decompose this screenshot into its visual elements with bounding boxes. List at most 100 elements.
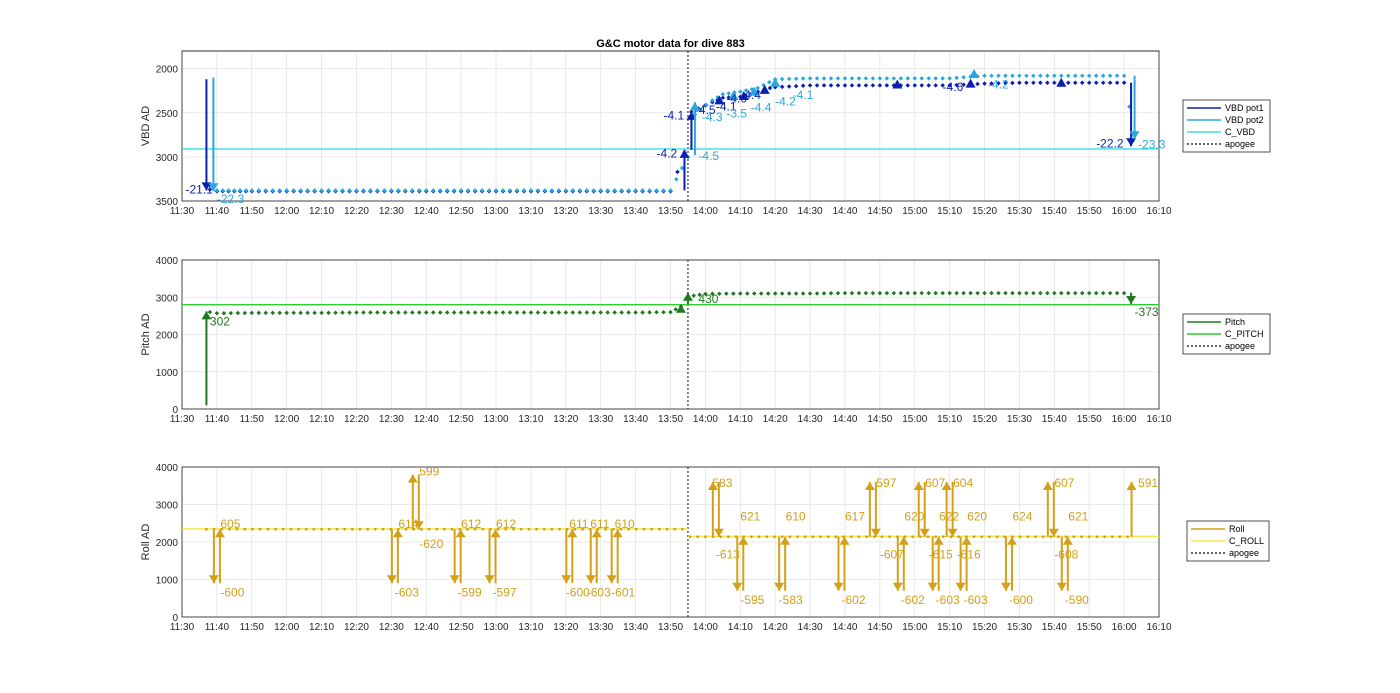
- roll-point: [941, 535, 945, 539]
- vbd-point: [1024, 73, 1029, 78]
- roll-point: [1026, 535, 1030, 539]
- vbd-annotation: -4.2: [775, 94, 796, 108]
- pitch-point: [772, 291, 778, 296]
- roll-point: [581, 527, 584, 531]
- roll-point: [1034, 535, 1037, 539]
- y-tick-label: 3000: [156, 293, 179, 304]
- pitch-point: [326, 310, 331, 316]
- vbd-point: [1114, 80, 1120, 86]
- roll-annotation: 614: [398, 517, 418, 531]
- roll-arrow-head: [561, 575, 572, 584]
- vbd-marker: [738, 91, 749, 100]
- pitch-point: [1079, 290, 1085, 296]
- roll-point: [1080, 535, 1083, 539]
- x-tick-label: 14:10: [728, 622, 753, 633]
- pitch-point: [968, 290, 973, 296]
- pitch-point: [221, 310, 227, 316]
- legend-label: apogee: [1225, 341, 1255, 351]
- vbd-point: [1086, 73, 1092, 78]
- roll-annotation: -597: [493, 586, 517, 600]
- vbd-point: [340, 188, 345, 193]
- x-tick-label: 15:30: [1007, 414, 1032, 425]
- roll-arrow-head: [407, 474, 418, 483]
- y-axis-label: Pitch AD: [140, 313, 152, 355]
- pitch-point: [507, 310, 513, 315]
- roll-annotation: 611: [590, 517, 609, 531]
- vbd-point: [493, 188, 499, 193]
- roll-arrow-head: [1006, 536, 1017, 545]
- roll-point: [496, 527, 500, 531]
- roll-point: [473, 527, 477, 531]
- roll-point: [304, 527, 308, 531]
- vbd-annotation: -23.3: [1138, 138, 1166, 152]
- roll-point: [980, 535, 984, 539]
- x-tick-label: 12:10: [309, 414, 334, 425]
- pitch-point: [710, 291, 715, 297]
- pitch-point: [277, 310, 282, 316]
- vbd-point: [465, 188, 471, 193]
- roll-annotation: -613: [716, 547, 740, 561]
- vbd-point: [291, 188, 296, 193]
- roll-annotation: -602: [901, 593, 925, 607]
- x-tick-label: 14:00: [693, 206, 718, 217]
- pitch-point: [779, 291, 785, 296]
- vbd-point: [437, 188, 443, 193]
- legend-label: apogee: [1225, 139, 1255, 149]
- vbd-annotation: -22.3: [217, 192, 245, 206]
- pitch-point: [242, 310, 248, 316]
- pitch-point: [863, 290, 869, 296]
- roll-arrow-head: [1000, 582, 1011, 591]
- pitch-point: [423, 310, 429, 315]
- y-tick-label: 2000: [156, 331, 179, 342]
- pitch-point: [751, 291, 757, 296]
- roll-annotation: 610: [786, 510, 806, 524]
- roll-annotation: -615: [929, 547, 953, 561]
- roll-point: [466, 527, 469, 531]
- roll-point: [373, 527, 377, 531]
- roll-point: [650, 527, 654, 531]
- vbd-point: [382, 188, 387, 193]
- roll-arrow-head: [738, 536, 749, 545]
- vbd-annotation: -4.0: [726, 92, 747, 106]
- pitch-point: [312, 310, 317, 316]
- roll-arrow-head: [713, 528, 724, 537]
- roll-point: [1087, 535, 1091, 539]
- pitch-point: [347, 310, 352, 315]
- pitch-point: [375, 310, 380, 315]
- x-tick-label: 11:40: [205, 622, 230, 633]
- pitch-point: [633, 310, 638, 315]
- panel-1: 11:30 11:40 11:50 12:00 12:10 12:20 12:30 12:40…: [140, 38, 1271, 217]
- roll-point: [604, 527, 607, 531]
- roll-arrow-head: [606, 575, 617, 584]
- pitch-point: [319, 310, 324, 316]
- roll-point: [627, 527, 631, 531]
- x-tick-label: 12:30: [379, 206, 404, 217]
- roll-point: [1126, 535, 1129, 539]
- pitch-point: [842, 290, 848, 296]
- pitch-point: [417, 310, 422, 315]
- roll-arrow-head: [961, 536, 972, 545]
- x-tick-label: 16:00: [1112, 414, 1137, 425]
- roll-point: [1057, 535, 1060, 539]
- pitch-point: [305, 310, 310, 316]
- pitch-point: [654, 310, 659, 315]
- roll-arrow-head: [864, 482, 875, 490]
- roll-annotation: 583: [712, 476, 732, 490]
- pitch-arrow-head: [201, 311, 212, 320]
- pitch-point: [591, 310, 596, 315]
- roll-point: [826, 535, 830, 539]
- roll-point: [251, 527, 254, 531]
- pitch-point: [256, 310, 262, 316]
- pitch-point: [884, 290, 890, 296]
- pitch-point: [361, 310, 366, 315]
- roll-point: [865, 535, 868, 539]
- roll-point: [542, 527, 546, 531]
- roll-arrow-head: [833, 582, 844, 591]
- pitch-point: [724, 291, 729, 296]
- pitch-annotation: -373: [1135, 305, 1159, 319]
- pitch-point: [947, 290, 952, 296]
- roll-point: [696, 535, 700, 539]
- pitch-point: [500, 310, 506, 315]
- x-tick-label: 13:10: [518, 622, 543, 633]
- x-tick-label: 12:40: [414, 622, 439, 633]
